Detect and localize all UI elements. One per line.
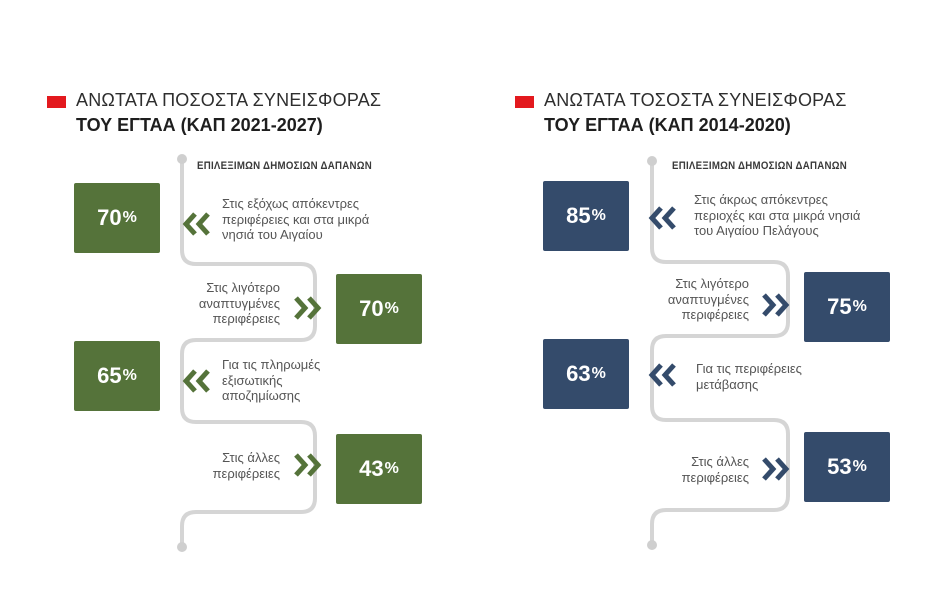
description-line: περιφέρειες: [681, 469, 749, 485]
value-unit: %: [122, 367, 137, 384]
value-unit: %: [591, 365, 606, 382]
description-line: Για τις πληρωμές: [222, 357, 321, 372]
description-line: Στις λιγότερο: [675, 276, 749, 291]
description-line: Στις εξόχως απόκεντρες: [222, 196, 360, 211]
chevron-left-icon: [648, 206, 676, 230]
panel-subtitle: ΕΠΙΛΕΞΙΜΩΝ ΔΗΜΟΣΙΩΝ ΔΑΠΑΝΩΝ: [197, 160, 373, 172]
chevron-left-icon: [182, 212, 210, 236]
description-line: αναπτυγμένες: [198, 295, 280, 311]
value-box-3: 65%: [74, 341, 160, 411]
description-line: Στις άκρως απόκεντρες: [694, 192, 828, 207]
description-line: περιφέρειες: [212, 465, 280, 481]
value-box-4: 43%: [336, 434, 422, 504]
description-line: Για τις περιφέρειες: [696, 361, 802, 376]
description-line: του Αιγαίου Πελάγους: [694, 223, 819, 238]
panel-2014-2020: ΑΝΩΤΑΤΑ ΤΟΣΟΣΤΑ ΣΥΝΕΙΣΦΟΡΑΣ ΤΟΥ ΕΓΤΑΑ (Κ…: [470, 0, 940, 610]
description-line: αποζημίωσης: [222, 388, 301, 403]
description-line: Στις άλλες: [691, 454, 749, 469]
description-line: Στις λιγότερο: [206, 280, 280, 295]
description-line: περιφέρειες: [212, 311, 280, 326]
value-number: 70: [359, 296, 384, 321]
description-line: περιφέρειες: [681, 307, 749, 322]
panel-title-line2: ΤΟΥ ΕΓΤΑΑ (ΚΑΠ 2014-2020): [544, 115, 791, 135]
title-marker: [47, 96, 66, 108]
chevron-left-icon: [648, 363, 676, 387]
chevron-right-icon: [294, 453, 322, 477]
value-number: 53: [827, 454, 852, 479]
chevron-left-icon: [182, 369, 210, 393]
panel-subtitle: ΕΠΙΛΕΞΙΜΩΝ ΔΗΜΟΣΙΩΝ ΔΑΠΑΝΩΝ: [672, 160, 848, 172]
chevron-right-icon: [762, 293, 790, 317]
description-line: νησιά του Αιγαίου: [222, 227, 323, 242]
value-unit: %: [122, 209, 137, 226]
value-number: 43: [359, 456, 384, 481]
value-box-4: 53%: [804, 432, 890, 502]
description-line: μετάβασης: [696, 376, 759, 392]
panel-title-line1: ΑΝΩΤΑΤΑ ΠΟΣΟΣΤΑ ΣΥΝΕΙΣΦΟΡΑΣ: [76, 90, 382, 110]
item-description-4: Στις άλλες περιφέρειες: [213, 450, 280, 481]
value-unit: %: [384, 460, 399, 477]
chevron-right-icon: [294, 296, 322, 320]
panel-title-line1: ΑΝΩΤΑΤΑ ΤΟΣΟΣΤΑ ΣΥΝΕΙΣΦΟΡΑΣ: [544, 90, 847, 110]
value-number: 85: [566, 203, 591, 228]
value-number: 70: [97, 205, 122, 230]
value-unit: %: [591, 207, 606, 224]
description-line: περιφέρειες και στα μικρά: [222, 211, 370, 227]
flow-path: [177, 154, 317, 552]
value-box-3: 63%: [543, 339, 629, 409]
value-number: 75: [827, 294, 852, 319]
value-box-1: 70%: [74, 183, 160, 253]
value-box-2: 75%: [804, 272, 890, 342]
item-description-3: Για τις πληρωμές εξισωτικής αποζημίωσης: [222, 357, 320, 404]
description-line: περιοχές και στα μικρά νησιά: [694, 207, 861, 223]
item-description-2: Στις λιγότερο αναπτυγμένες περιφέρειες: [668, 276, 749, 323]
item-description-4: Στις άλλες περιφέρειες: [682, 454, 749, 485]
item-description-3: Για τις περιφέρειες μετάβασης: [696, 361, 802, 392]
value-box-1: 85%: [543, 181, 629, 251]
description-line: αναπτυγμένες: [667, 291, 749, 307]
value-number: 63: [566, 361, 591, 386]
chevron-right-icon: [762, 457, 790, 481]
item-description-2: Στις λιγότερο αναπτυγμένες περιφέρειες: [199, 280, 280, 327]
value-unit: %: [384, 300, 399, 317]
panel-2021-2027: ΑΝΩΤΑΤΑ ΠΟΣΟΣΤΑ ΣΥΝΕΙΣΦΟΡΑΣ ΤΟΥ ΕΓΤΑΑ (Κ…: [47, 90, 422, 552]
value-number: 65: [97, 363, 122, 388]
value-unit: %: [852, 458, 867, 475]
panel-title-line2: ΤΟΥ ΕΓΤΑΑ (ΚΑΠ 2021-2027): [76, 115, 323, 135]
title-marker: [515, 96, 534, 108]
item-description-1: Στις εξόχως απόκεντρες περιφέρειες και σ…: [222, 196, 369, 243]
description-line: Στις άλλες: [222, 450, 280, 465]
value-box-2: 70%: [336, 274, 422, 344]
item-description-1: Στις άκρως απόκεντρες περιοχές και στα μ…: [694, 192, 860, 239]
description-line: εξισωτικής: [222, 372, 283, 388]
value-unit: %: [852, 298, 867, 315]
